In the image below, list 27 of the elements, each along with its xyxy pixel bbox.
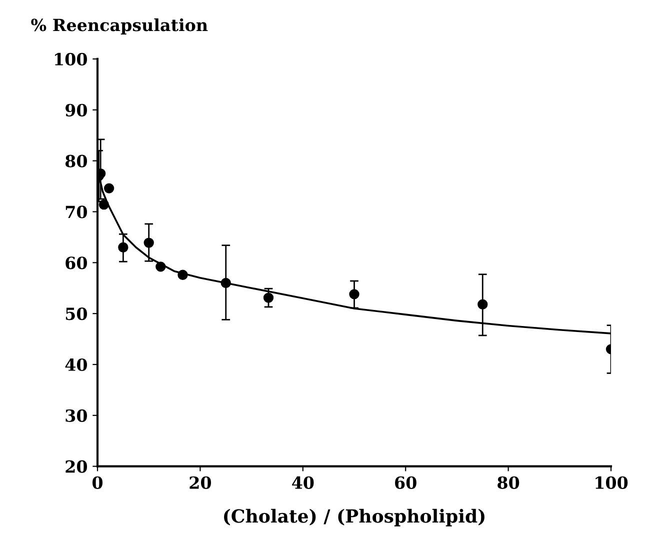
x-tick-label: 20 <box>190 476 212 489</box>
x-axis-title: (Cholate) / (Phospholipid) <box>224 508 484 526</box>
x-tick-label: 60 <box>395 476 416 489</box>
point <box>156 262 166 272</box>
x-tick-label: 0 <box>92 476 103 489</box>
point <box>478 299 488 310</box>
y-tick-label: 70 <box>66 206 87 218</box>
y-tick-label: 80 <box>65 154 87 168</box>
y-tick-label: 60 <box>66 256 87 270</box>
y-tick-label: 30 <box>66 409 87 422</box>
y-tick-label: 90 <box>65 104 87 116</box>
point <box>263 292 274 303</box>
point <box>220 278 231 288</box>
point <box>144 238 154 248</box>
y-tick-label: 20 <box>66 460 87 473</box>
point <box>178 270 188 280</box>
y-tick-label: 100 <box>55 52 87 66</box>
y-tick-label: 40 <box>65 358 87 372</box>
x-tick-label: 80 <box>498 476 520 489</box>
point <box>118 242 128 252</box>
x-tick-label: 40 <box>292 476 314 489</box>
point <box>104 183 114 194</box>
point <box>349 289 360 300</box>
x-tick-label: 100 <box>596 476 628 489</box>
y-axis-title: % Reencapsulation <box>31 18 208 35</box>
y-tick-label: 50 <box>66 308 87 320</box>
point <box>98 200 110 210</box>
